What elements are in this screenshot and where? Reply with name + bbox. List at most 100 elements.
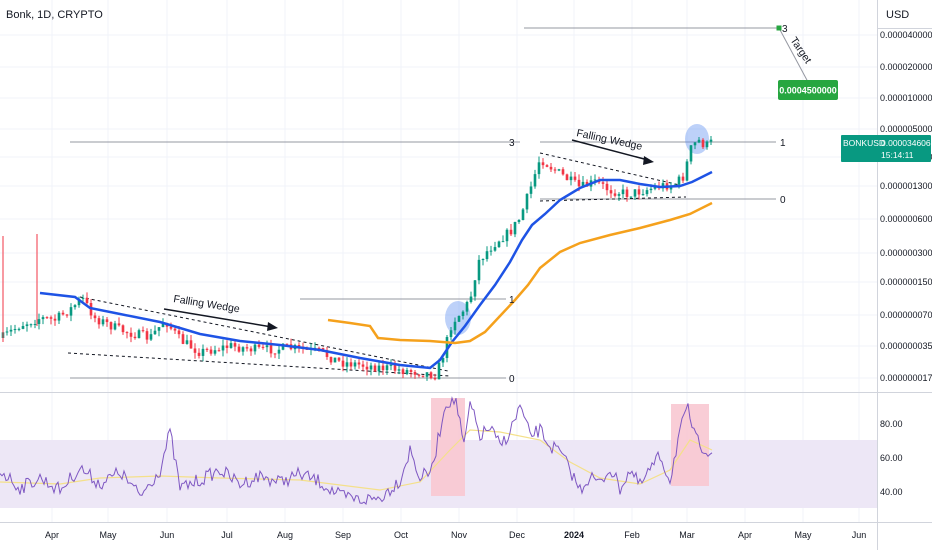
wedge2-arrow xyxy=(571,139,649,161)
rsi-line xyxy=(0,396,713,505)
candle-body-88 xyxy=(353,362,357,367)
candle-body-19 xyxy=(77,298,81,306)
candle-body-6 xyxy=(25,324,29,327)
candle-body-107 xyxy=(429,372,433,379)
candle-body-63 xyxy=(253,344,257,352)
candle-body-45 xyxy=(181,334,185,344)
candle-body-14 xyxy=(57,312,61,321)
candle-body-86 xyxy=(345,362,349,367)
candle-body-174 xyxy=(697,139,701,143)
candle-body-40 xyxy=(161,323,165,328)
candle-body-67 xyxy=(269,345,273,354)
candle-body-125 xyxy=(501,241,505,243)
candle-body-98 xyxy=(393,364,397,371)
target-marker xyxy=(776,25,782,31)
candle-body-51 xyxy=(205,348,209,350)
candle-body-139 xyxy=(557,169,561,171)
rsi-axis[interactable]: 80.00 60.00 40.00 xyxy=(880,419,903,497)
candle-body-89 xyxy=(357,362,361,365)
candle-body-133 xyxy=(533,174,537,187)
candle-body-148 xyxy=(593,179,597,181)
candle-body-33 xyxy=(133,336,137,339)
candle-body-83 xyxy=(333,357,337,363)
candle-body-43 xyxy=(173,328,177,331)
level-1-low-label: 1 xyxy=(509,295,515,306)
candle-body-176 xyxy=(705,141,709,148)
rsi-tick-2: 40.00 xyxy=(880,487,903,497)
candle-body-48 xyxy=(193,348,197,353)
candle-body-92 xyxy=(369,365,373,370)
candle-body-129 xyxy=(517,219,521,222)
currency-label[interactable]: USD xyxy=(886,9,910,21)
candle-body-142 xyxy=(569,176,573,181)
candle-body-55 xyxy=(221,345,225,351)
candle-body-150 xyxy=(601,182,605,184)
candle-body-30 xyxy=(121,325,125,333)
candle-body-79 xyxy=(317,347,321,349)
candle-body-128 xyxy=(513,221,517,235)
target-badge-value: 0.0004500000 xyxy=(779,86,837,96)
candle-body-94 xyxy=(377,365,381,372)
time-tick-12: Apr xyxy=(738,530,752,540)
candle-body-5 xyxy=(21,326,25,329)
candle-body-50 xyxy=(201,348,205,356)
candle-body-13 xyxy=(53,318,57,321)
candle-body-100 xyxy=(401,369,405,375)
candle-body-145 xyxy=(581,181,585,187)
candle-body-115 xyxy=(461,311,465,316)
candle-body-49 xyxy=(197,352,201,356)
candle-body-27 xyxy=(109,322,113,330)
candle-body-25 xyxy=(101,319,105,325)
price-axis[interactable]: 0.0000400000 0.0000200000 0.0000100000 0.00… xyxy=(880,30,932,383)
candle-body-172 xyxy=(689,145,693,162)
candle-body-65 xyxy=(261,346,265,348)
candle-body-80 xyxy=(321,348,325,351)
time-axis[interactable]: Apr May Jun Jul Aug Sep Oct Nov Dec 2024 Feb Mar Apr… xyxy=(45,530,866,540)
candle-body-105 xyxy=(421,375,425,377)
wedge1-arrowhead xyxy=(267,322,278,331)
grid-lines xyxy=(0,0,877,522)
candle-body-103 xyxy=(413,371,417,375)
time-tick-5: Sep xyxy=(335,530,351,540)
candle-body-157 xyxy=(629,196,633,198)
target-line xyxy=(778,27,809,83)
candle-body-106 xyxy=(425,372,429,377)
candle-body-169 xyxy=(677,176,681,185)
candle-body-170 xyxy=(681,176,685,181)
candle-body-130 xyxy=(521,209,525,220)
wedge1-lower xyxy=(67,352,451,377)
candle-body-31 xyxy=(125,332,129,334)
candle-body-162 xyxy=(649,188,653,191)
candle-body-18 xyxy=(73,305,77,308)
price-tick-8: 0.0000001500 xyxy=(880,277,932,287)
candle-body-151 xyxy=(605,183,609,191)
time-tick-3: Jul xyxy=(221,530,233,540)
candle-body-175 xyxy=(701,139,705,148)
time-tick-13: May xyxy=(794,530,812,540)
target-badge xyxy=(778,80,838,100)
candle-body-15 xyxy=(61,312,65,315)
rsi-highlight-1 xyxy=(431,398,465,496)
candle-body-54 xyxy=(217,350,221,352)
wedge1-upper xyxy=(79,296,449,372)
candle-body-117 xyxy=(469,296,473,303)
ma-blue-line xyxy=(39,170,713,370)
candle-body-122 xyxy=(489,250,493,252)
candle-body-123 xyxy=(493,247,497,251)
candle-body-108 xyxy=(433,378,437,380)
candle-body-29 xyxy=(117,323,121,326)
candle-body-39 xyxy=(157,327,161,331)
candle-body-56 xyxy=(225,345,229,348)
candle-body-118 xyxy=(473,280,477,297)
candle-body-127 xyxy=(509,229,513,235)
candle-body-44 xyxy=(177,330,181,335)
candle-body-153 xyxy=(613,193,617,196)
candle-body-154 xyxy=(617,194,621,196)
candle-body-16 xyxy=(65,314,69,316)
candle-body-93 xyxy=(373,365,377,372)
candle-body-82 xyxy=(329,356,333,363)
price-tick-11: 0.0000000170 xyxy=(880,373,932,383)
level-0-mid-label: 0 xyxy=(780,195,786,206)
rsi-tick-0: 80.00 xyxy=(880,419,903,429)
